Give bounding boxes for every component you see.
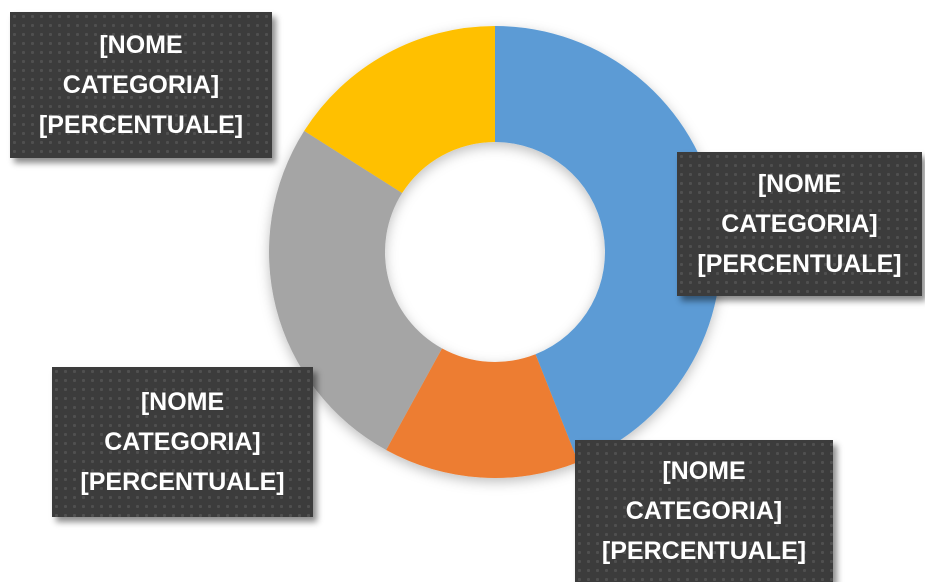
category-label: [NOME CATEGORIA] [104, 388, 261, 456]
category-label: [NOME CATEGORIA] [62, 31, 220, 99]
donut-slice [495, 26, 722, 463]
percent-label: [PERCENTUALE] [601, 537, 807, 565]
category-label: [NOME CATEGORIA] [625, 457, 783, 525]
donut [268, 26, 722, 478]
donut-slice [304, 26, 495, 194]
percent-label: [PERCENTUALE] [38, 111, 244, 139]
data-label: [NOME CATEGORIA] [PERCENTUALE] [677, 152, 922, 296]
data-label: [NOME CATEGORIA] [PERCENTUALE] [575, 440, 833, 582]
category-label: [NOME CATEGORIA] [721, 170, 878, 238]
donut-slice [386, 348, 579, 478]
data-label: [NOME CATEGORIA] [PERCENTUALE] [10, 12, 272, 158]
percent-label: [PERCENTUALE] [697, 250, 902, 278]
percent-label: [PERCENTUALE] [80, 468, 285, 496]
data-label: [NOME CATEGORIA] [PERCENTUALE] [52, 367, 313, 517]
